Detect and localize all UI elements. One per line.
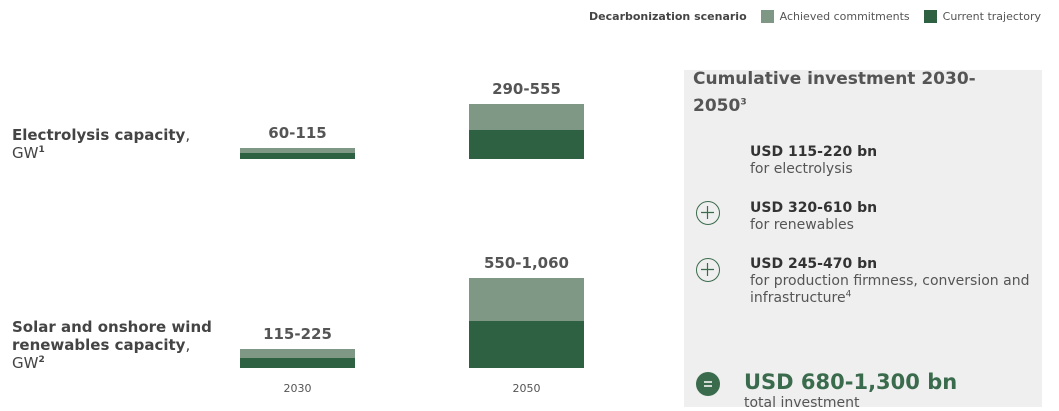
item: USD 320-610 bn for renewables [750, 200, 1040, 234]
item-text: for electrolysis [750, 161, 853, 177]
bar-label: 115-225 [263, 324, 332, 343]
total-text: total investment [744, 395, 860, 411]
bar-label: 550-1,060 [484, 254, 569, 272]
legend-label: Current trajectory [942, 10, 1041, 23]
row-label: Solar and onshore wind renewables capaci… [12, 318, 212, 372]
total-amount: USD 680-1,300 bn [744, 370, 958, 394]
legend-label: Achieved commitments [779, 10, 910, 23]
amount: USD 320-610 bn [750, 200, 878, 216]
year-label: 2050 [512, 382, 541, 395]
note: 1 [38, 145, 45, 155]
swatch [923, 10, 937, 23]
bar-current [469, 321, 584, 368]
year-label: 2030 [283, 382, 312, 395]
unit: , GW [12, 336, 191, 372]
label-text: Solar and onshore wind renewables capaci… [12, 318, 212, 354]
legend-title: Decarbonization scenario [589, 10, 747, 23]
legend: Decarbonization scenario Achieved commit… [589, 10, 1049, 23]
item: USD 115-220 bn for electrolysis [750, 144, 1040, 178]
legend-item: Achieved commitments [760, 10, 910, 23]
note: 4 [845, 289, 852, 300]
legend-item: Current trajectory [923, 10, 1041, 23]
bar-label: 60-115 [268, 123, 327, 142]
equals-icon [696, 372, 720, 396]
note: 2 [38, 355, 45, 365]
panel-title: Cumulative investment 2030-20503 [693, 66, 993, 120]
bar-current [240, 153, 355, 159]
note: 3 [740, 97, 747, 108]
bar-current [240, 358, 355, 368]
bar-label: 290-555 [492, 80, 561, 98]
bar-current [469, 130, 584, 159]
bar-achieved [469, 278, 584, 322]
item-text: for production firmness, conversion and … [750, 273, 1030, 306]
plus [701, 263, 714, 276]
label-text: Electrolysis capacity [12, 126, 186, 144]
bar-achieved [240, 147, 355, 154]
item-text: for renewables [750, 217, 854, 233]
equals [704, 381, 712, 387]
bar-achieved [240, 348, 355, 359]
amount: USD 245-470 bn [750, 256, 878, 272]
amount: USD 115-220 bn [750, 144, 878, 160]
bar-achieved [469, 104, 584, 131]
title-text: Cumulative investment 2030-2050 [693, 69, 976, 116]
unit: , GW [12, 126, 191, 162]
item: USD 245-470 bn for production firmness, c… [750, 256, 1040, 307]
plus [701, 206, 714, 219]
row-label: Electrolysis capacity, GW1 [12, 126, 212, 162]
swatch [760, 10, 774, 23]
plus-icon [696, 201, 720, 225]
plus-icon [696, 258, 720, 282]
investment-panel: Cumulative investment 2030-20503 USD 115… [684, 69, 1042, 411]
